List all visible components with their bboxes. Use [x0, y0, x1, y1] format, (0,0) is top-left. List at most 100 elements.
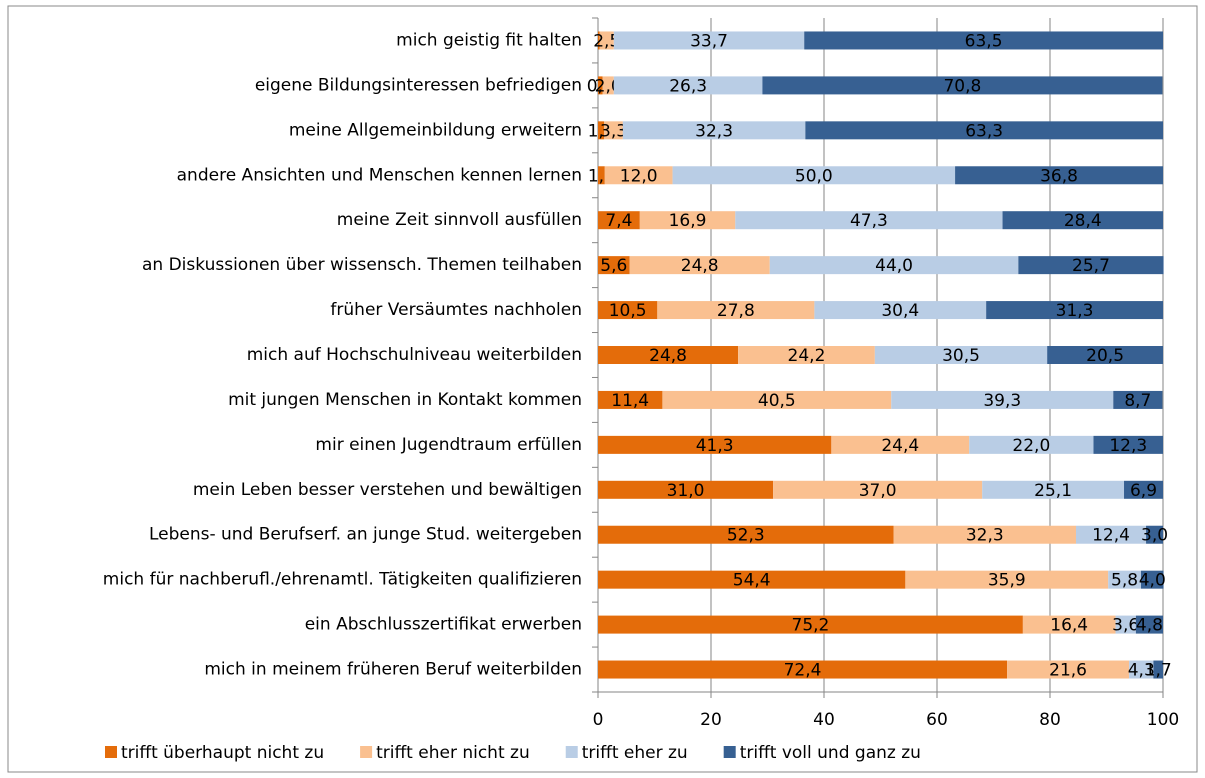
value-label: 24,2	[788, 346, 826, 366]
bar-segment	[602, 76, 614, 95]
bar-segment	[598, 525, 894, 544]
y-tick-label: meine Allgemeinbildung erweitern	[289, 120, 582, 140]
value-label: 8,7	[1124, 391, 1151, 411]
bar-segment	[831, 435, 970, 454]
bar-segment	[598, 76, 603, 95]
bar-segment	[598, 211, 640, 230]
x-tick-label: 80	[1039, 710, 1061, 730]
value-label: 4,8	[1136, 616, 1163, 636]
y-tick-label: mich in meinem früheren Beruf weiterbild…	[204, 660, 582, 680]
value-label: 25,7	[1072, 256, 1110, 276]
bar-segment	[735, 211, 1003, 230]
value-label: 3,6	[1112, 616, 1139, 636]
value-label: 6,9	[1130, 481, 1157, 501]
value-label: 22,0	[1012, 436, 1050, 456]
bar-segment	[1018, 256, 1164, 275]
value-label: 30,4	[881, 301, 919, 321]
legend-label: trifft eher zu	[582, 743, 688, 763]
value-label: 24,8	[681, 256, 719, 276]
bar-segment	[604, 121, 623, 140]
value-label: 75,2	[792, 616, 830, 636]
bar-segment	[893, 525, 1076, 544]
legend-swatch	[565, 746, 578, 758]
y-tick-label: mit jungen Menschen in Kontakt kommen	[228, 390, 582, 410]
value-label: 63,3	[965, 121, 1003, 141]
bar-segment	[804, 31, 1163, 50]
value-label: 31,3	[1056, 301, 1094, 321]
value-label: 72,4	[784, 661, 822, 681]
value-label: 4,0	[1139, 571, 1166, 591]
bar-segment	[955, 166, 1163, 185]
bar-segment	[598, 615, 1023, 634]
legend-label: trifft eher nicht zu	[376, 743, 530, 763]
legend-swatch	[360, 746, 373, 758]
bar-segment	[639, 211, 736, 230]
bar-segment	[1129, 660, 1154, 679]
bar-segment	[1047, 346, 1163, 364]
bar-segment	[1146, 525, 1163, 544]
bar-segment	[622, 121, 806, 140]
y-tick-label: Lebens- und Berufserf. an junge Stud. we…	[149, 525, 582, 545]
value-label: 52,3	[727, 526, 765, 546]
bar-segment	[598, 435, 832, 454]
bar-segment	[598, 346, 739, 364]
x-tick-label: 100	[1147, 710, 1179, 730]
value-label: 1,7	[1145, 661, 1172, 681]
bar-segment	[672, 166, 956, 185]
y-tick-label: ein Abschlusszertifikat erwerben	[305, 615, 582, 635]
bar-segment	[1140, 570, 1164, 589]
bar-segment	[598, 390, 663, 409]
bar-segment	[613, 31, 805, 50]
x-tick-label: 20	[700, 710, 722, 730]
value-label: 3,3	[600, 121, 627, 141]
bar-segment	[662, 390, 892, 409]
value-label: 39,3	[983, 391, 1021, 411]
bar-segment	[969, 435, 1094, 454]
value-label: 63,5	[965, 31, 1003, 51]
value-label: 50,0	[795, 166, 833, 186]
bar-segment	[613, 76, 763, 95]
bar-segment	[1022, 615, 1116, 634]
value-label: 16,4	[1050, 616, 1088, 636]
y-tick-label: mich auf Hochschulniveau weiterbilden	[247, 345, 582, 365]
bar-segment	[604, 166, 673, 185]
y-tick-label: an Diskussionen über wissensch. Themen t…	[142, 255, 582, 275]
value-label: 24,4	[881, 436, 919, 456]
value-label: 37,0	[859, 481, 897, 501]
bar-segment	[891, 390, 1114, 409]
value-label: 7,4	[605, 211, 632, 231]
value-label: 5,6	[600, 256, 627, 276]
value-label: 47,3	[850, 211, 888, 231]
x-tick-label: 40	[813, 710, 835, 730]
y-tick-label: mein Leben besser verstehen und bewältig…	[193, 480, 582, 500]
bar-segment	[1124, 480, 1163, 499]
bar-segment	[905, 570, 1109, 589]
value-label: 16,9	[669, 211, 707, 231]
bar-segment	[814, 301, 987, 320]
value-label: 3,0	[1141, 526, 1168, 546]
bar-segment	[874, 346, 1048, 364]
bar-segment	[769, 256, 1019, 275]
value-label: 21,6	[1049, 661, 1087, 681]
bar-segment	[738, 346, 875, 364]
bar-segment	[598, 301, 658, 320]
bar-segment	[599, 31, 614, 50]
value-label: 33,7	[690, 31, 728, 51]
bar-segment	[629, 256, 770, 275]
bar-segment	[598, 121, 605, 140]
value-label: 36,8	[1040, 166, 1078, 186]
y-tick-label: meine Zeit sinnvoll ausfüllen	[337, 210, 582, 230]
bar-segment	[598, 660, 1008, 679]
value-label: 26,3	[669, 76, 707, 96]
bar-segment	[1113, 390, 1163, 409]
value-label: 35,9	[988, 571, 1026, 591]
y-tick-label: eigene Bildungsinteressen befriedigen	[255, 75, 582, 95]
x-tick-label: 60	[926, 710, 948, 730]
y-tick-label: andere Ansichten und Menschen kennen ler…	[177, 165, 582, 185]
bar-segment	[982, 480, 1125, 499]
bar-segment	[598, 31, 600, 50]
y-tick-label: mir einen Jugendtraum erfüllen	[315, 435, 582, 455]
value-label: 54,4	[733, 571, 771, 591]
value-label: 12,3	[1109, 436, 1147, 456]
value-label: 30,5	[942, 346, 980, 366]
